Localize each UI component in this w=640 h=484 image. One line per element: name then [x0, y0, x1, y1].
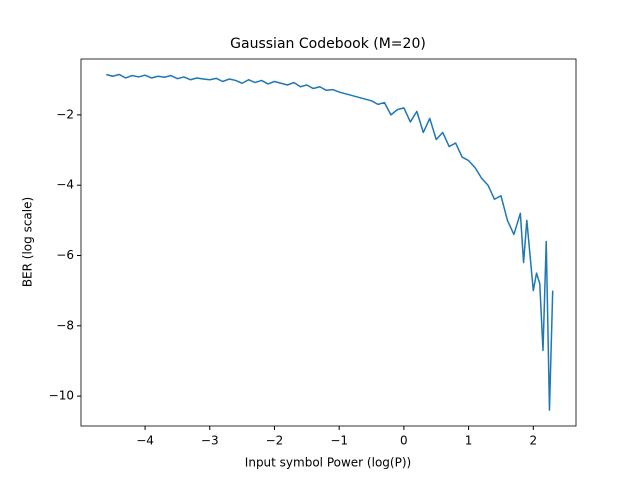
- data-line: [106, 73, 554, 411]
- x-tick-label: 0: [400, 434, 408, 448]
- y-tick-label: −10: [49, 389, 74, 403]
- plot-frame: [80, 58, 577, 427]
- x-tick-label: −2: [266, 434, 284, 448]
- x-tick-label: −1: [330, 434, 348, 448]
- y-tick-label: −2: [56, 107, 74, 121]
- x-axis-label: Input symbol Power (log(P)): [245, 456, 411, 470]
- x-tick-label: −3: [201, 434, 219, 448]
- chart-title: Gaussian Codebook (M=20): [230, 36, 426, 52]
- x-tick-label: 2: [529, 434, 537, 448]
- y-tick-label: −6: [56, 248, 74, 262]
- y-axis-label: BER (log scale): [21, 197, 35, 287]
- y-tick-label: −8: [56, 318, 74, 332]
- x-tick-label: 1: [465, 434, 473, 448]
- y-tick-label: −4: [56, 178, 74, 192]
- x-tick-label: −4: [136, 434, 154, 448]
